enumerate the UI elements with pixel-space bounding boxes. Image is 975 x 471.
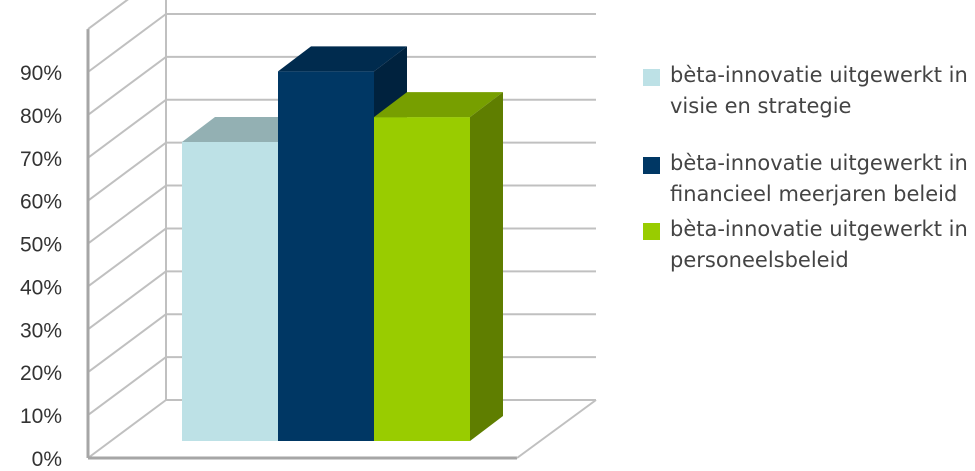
y-tick-label: 30%: [20, 319, 62, 342]
legend: bèta-innovatie uitgewerkt in visie en st…: [643, 60, 973, 276]
side-gridline: [87, 13, 167, 73]
tick-layer: 0% 10% 20% 30% 40% 50% 60% 70% 80% 90%: [20, 62, 62, 471]
bar-top-face: [374, 92, 503, 118]
y-tick-label: 10%: [20, 405, 62, 428]
legend-swatch-financieel: [643, 157, 660, 174]
side-gridline: [87, 227, 167, 288]
y-tick-label: 60%: [20, 191, 62, 214]
side-gridline: [87, 313, 167, 374]
bar-side-face: [470, 92, 503, 441]
side-gridline: [87, 141, 167, 202]
legend-label-personeel: bèta-innovatie uitgewerkt in personeelsb…: [670, 217, 968, 272]
bar-front-face: [278, 71, 374, 442]
legend-label-visie: bèta-innovatie uitgewerkt in visie en st…: [670, 63, 968, 118]
legend-item-visie: bèta-innovatie uitgewerkt in visie en st…: [643, 60, 973, 122]
side-gridline: [87, 98, 167, 159]
bar-front-face: [182, 142, 278, 441]
legend-item-personeel: bèta-innovatie uitgewerkt in personeelsb…: [643, 214, 973, 276]
legend-swatch-personeel: [643, 223, 660, 240]
side-gridline: [87, 270, 167, 331]
y-tick-label: 20%: [20, 362, 62, 385]
side-gridline: [87, 56, 167, 116]
y-tick-label: 90%: [20, 62, 62, 85]
y-tick-label: 70%: [20, 148, 62, 171]
side-gridline: [87, 0, 129, 30]
bar-top-face: [278, 46, 407, 72]
axis-layer: [86, 0, 597, 460]
side-gridline: [87, 184, 167, 245]
bar-3: [374, 92, 503, 441]
y-tick-label: 50%: [20, 234, 62, 257]
bar-front-face: [374, 117, 470, 441]
side-gridline: [87, 356, 167, 416]
floor-right-edge: [516, 399, 597, 459]
legend-swatch-visie: [643, 69, 660, 86]
y-tick-label: 40%: [20, 276, 62, 299]
legend-item-financieel: bèta-innovatie uitgewerkt in financieel …: [643, 148, 973, 210]
y-tick-label: 80%: [20, 105, 62, 128]
side-gridline: [87, 399, 167, 459]
legend-label-financieel: bèta-innovatie uitgewerkt in financieel …: [670, 151, 968, 206]
y-tick-label: 0%: [32, 448, 62, 471]
bar-layer: [182, 46, 503, 442]
